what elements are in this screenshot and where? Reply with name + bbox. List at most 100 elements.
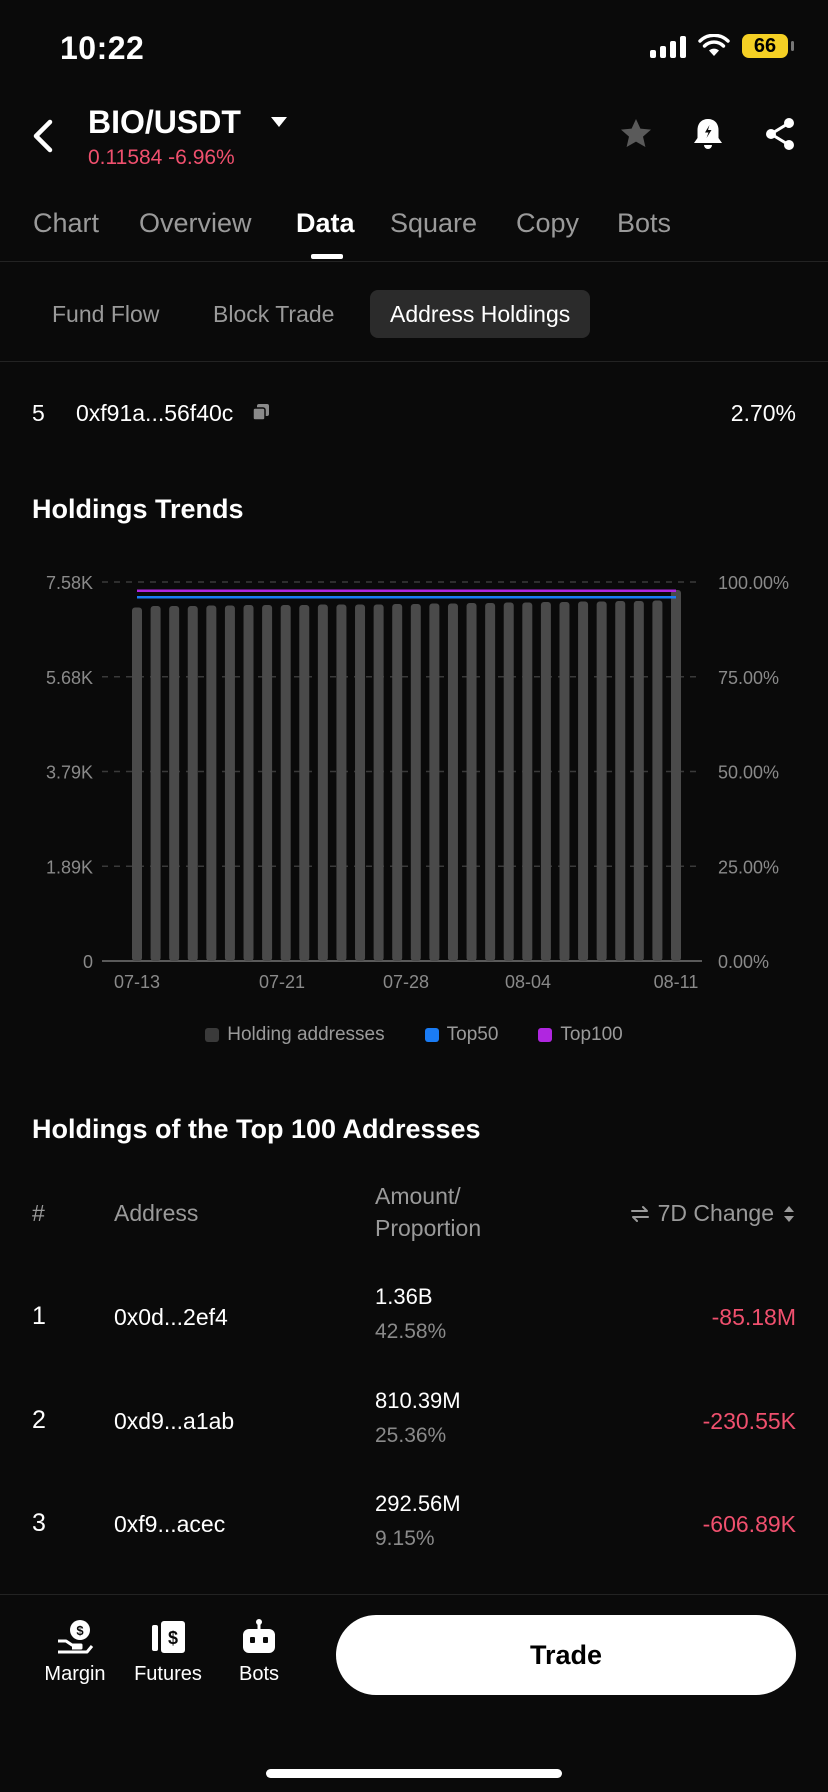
swap-icon[interactable]: [630, 1204, 650, 1224]
futures-icon: $: [152, 1621, 185, 1653]
svg-text:$: $: [168, 1628, 178, 1648]
x-tick-label: 08-04: [505, 972, 551, 992]
legend-item-holding[interactable]: Holding addresses: [205, 1020, 385, 1050]
row-amount: 810.39M: [375, 1388, 461, 1413]
pair-title[interactable]: BIO/USDT: [88, 104, 241, 140]
row-proportion: 9.15%: [375, 1527, 435, 1550]
header-actions: [618, 116, 798, 152]
header-address: Address: [114, 1200, 199, 1226]
svg-text:$: $: [76, 1623, 84, 1638]
copy-icon[interactable]: [252, 403, 270, 421]
y-right-tick-label: 100.00%: [718, 573, 789, 593]
table-row[interactable]: 3 0xf9...acec 292.56M 9.15% -606.89K: [0, 1483, 828, 1573]
subtab-address-holdings[interactable]: Address Holdings: [370, 290, 591, 338]
bar-holding-addresses: [132, 607, 142, 961]
bell-icon[interactable]: [690, 116, 726, 152]
table-row[interactable]: 2 0xd9...a1ab 810.39M 25.36% -230.55K: [0, 1380, 828, 1470]
row-7d-change: -85.18M: [711, 1304, 796, 1330]
bar-holding-addresses: [429, 603, 440, 961]
legend-swatch-top100: [538, 1028, 553, 1042]
bots-icon: [243, 1619, 275, 1653]
bar-holding-addresses: [243, 605, 254, 961]
battery-icon: 66: [742, 34, 794, 58]
nav-margin[interactable]: $ Margin: [30, 1617, 120, 1686]
bar-holding-addresses: [280, 605, 291, 961]
x-tick-label: 07-28: [383, 972, 429, 992]
x-tick-label: 07-13: [114, 972, 160, 992]
legend-item-top100[interactable]: Top100: [538, 1020, 623, 1050]
header-change-label: 7D Change: [657, 1200, 774, 1226]
row-amount: 1.36B: [375, 1284, 433, 1309]
nav-bots[interactable]: Bots: [214, 1617, 304, 1686]
subtab-block-trade[interactable]: Block Trade: [213, 301, 335, 327]
share-icon[interactable]: [762, 116, 798, 152]
y-right-tick-label: 75.00%: [718, 668, 779, 688]
back-icon[interactable]: [24, 116, 64, 156]
row-7d-change: -606.89K: [702, 1511, 796, 1537]
y-left-tick-label: 3.79K: [46, 763, 93, 783]
bar-holding-addresses: [410, 604, 421, 961]
y-right-tick-label: 0.00%: [718, 952, 769, 972]
legend-item-top50[interactable]: Top50: [424, 1020, 499, 1050]
header-rank: #: [32, 1200, 45, 1226]
bar-holding-addresses: [206, 605, 217, 961]
row-rank: 1: [32, 1302, 46, 1330]
y-left-tick-label: 1.89K: [46, 857, 93, 877]
legend-swatch-top50: [424, 1028, 439, 1042]
rank-percent: 2.70%: [730, 400, 796, 426]
bar-holding-addresses: [355, 604, 366, 961]
holdings-trends-title: Holdings Trends: [32, 494, 244, 524]
sort-icon[interactable]: [782, 1204, 796, 1224]
row-address: 0x0d...2ef4: [114, 1304, 228, 1330]
table-row[interactable]: 1 0x0d...2ef4 1.36B 42.58% -85.18M: [0, 1276, 828, 1366]
tab-data[interactable]: Data: [296, 208, 355, 238]
table-header: # Address Amount/ Proportion 7D Change: [0, 1180, 828, 1250]
row-address: 0xf9...acec: [114, 1511, 226, 1537]
tab-chart[interactable]: Chart: [33, 208, 100, 238]
bar-holding-addresses: [596, 601, 607, 961]
row-7d-change: -230.55K: [702, 1408, 796, 1434]
header: BIO/USDT 0.11584 -6.96%: [0, 96, 828, 186]
bar-holding-addresses: [224, 605, 235, 961]
trade-button[interactable]: Trade: [336, 1615, 796, 1695]
status-bar: 10:22 66: [0, 0, 828, 100]
x-tick-label: 07-21: [259, 972, 305, 992]
bottom-bar: $ Margin $ Futures Bots Trade: [0, 1594, 828, 1792]
home-indicator: [266, 1769, 562, 1778]
bar-holding-addresses: [671, 590, 681, 961]
tab-bots[interactable]: Bots: [617, 208, 672, 238]
tab-overview[interactable]: Overview: [139, 208, 252, 238]
margin-icon: $: [58, 1620, 94, 1654]
nav-futures[interactable]: $ Futures: [123, 1617, 213, 1686]
bar-holding-addresses: [187, 606, 198, 961]
sub-tabs: Fund Flow Block Trade Address Holdings: [0, 288, 828, 362]
legend-label-top50: Top50: [446, 1024, 499, 1045]
chart-svg: 0 0.00% 1.89K 25.00% 3.79K 50.00% 5.68K 75.00% 7…: [46, 573, 789, 992]
tab-copy[interactable]: Copy: [516, 208, 580, 238]
holder-rank-row[interactable]: 5 0xf91a...56f40c 2.70%: [0, 392, 828, 432]
row-address: 0xd9...a1ab: [114, 1408, 235, 1434]
bar-holding-addresses: [633, 601, 644, 961]
header-7d-change[interactable]: 7D Change: [630, 1200, 796, 1227]
bar-holding-addresses: [392, 604, 403, 961]
bar-holding-addresses: [522, 602, 533, 961]
chart-legend: Holding addresses Top50 Top100: [0, 1020, 828, 1050]
row-proportion: 25.36%: [375, 1424, 447, 1447]
row-rank: 2: [32, 1406, 46, 1434]
star-icon[interactable]: [618, 116, 654, 152]
bar-holding-addresses: [503, 602, 514, 961]
row-proportion: 42.58%: [375, 1320, 447, 1343]
tab-square[interactable]: Square: [390, 208, 478, 238]
bar-holding-addresses: [317, 604, 328, 961]
price-change: 0.11584 -6.96%: [88, 146, 235, 169]
legend-swatch-holding: [205, 1028, 220, 1042]
bar-holding-addresses: [559, 602, 570, 961]
header-amount: Amount/ Proportion: [375, 1183, 482, 1241]
bar-holding-addresses: [447, 603, 458, 961]
caret-down-icon[interactable]: [270, 114, 288, 130]
rank-address: 0xf91a...56f40c: [76, 400, 234, 426]
bar-holding-addresses: [169, 606, 180, 961]
subtab-fund-flow[interactable]: Fund Flow: [52, 301, 160, 327]
bar-holding-addresses: [262, 605, 273, 961]
